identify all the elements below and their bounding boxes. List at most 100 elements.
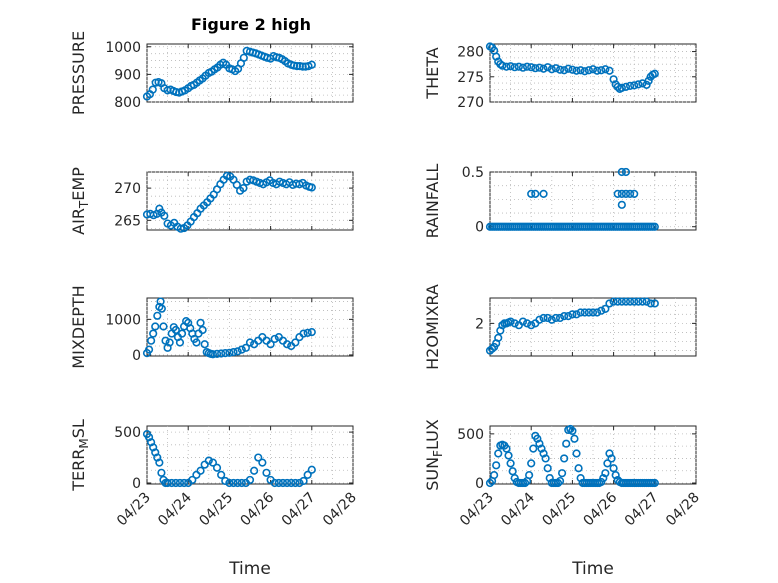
grid-lines (489, 171, 697, 230)
data-point (163, 478, 172, 488)
data-point (555, 313, 565, 323)
y-axis-label: THETA (423, 47, 442, 99)
y-tick-label: 265 (114, 213, 141, 229)
data-point (617, 167, 626, 177)
data-point (609, 297, 618, 306)
y-tick-label: 0 (475, 476, 484, 492)
grid-lines (146, 426, 354, 484)
data-point (522, 62, 532, 71)
data-point (630, 81, 639, 90)
y-axis-label-subscript: F (431, 450, 445, 457)
data-point (232, 180, 241, 189)
data-point (196, 466, 205, 475)
data-point (650, 299, 659, 308)
data-point (621, 82, 631, 91)
y-axis-label-subscript: T (77, 200, 91, 209)
data-point (175, 338, 185, 347)
y-axis-label-part: EMP (69, 167, 88, 201)
data-point (547, 65, 556, 74)
data-point (239, 184, 248, 193)
data-point (221, 476, 230, 486)
data-point (576, 474, 585, 483)
data-point (576, 66, 585, 75)
data-point (535, 315, 544, 324)
subplot-rainfall: 0 0.5 RAINFALL (423, 164, 697, 239)
y-axis-label: PRESSURE (69, 31, 88, 115)
data-point (535, 439, 544, 448)
data-point (568, 65, 577, 74)
data-point (551, 64, 561, 73)
data-point (502, 444, 511, 453)
y-tick-label: 1000 (105, 40, 141, 56)
y-tick-label: 0.5 (462, 165, 484, 181)
data-point (644, 76, 653, 85)
data-point (291, 338, 300, 347)
data-point (175, 478, 185, 488)
data-point (494, 333, 503, 342)
data-point (192, 338, 201, 347)
data-point (274, 478, 283, 488)
data-point (607, 454, 616, 463)
data-point (233, 347, 242, 356)
data-point (151, 322, 160, 331)
figure-title: Figure 2 high (191, 15, 311, 34)
data-point (494, 449, 503, 458)
y-axis-label-part: TERR (69, 449, 88, 492)
data-point (621, 297, 631, 306)
data-point (307, 328, 316, 337)
data-point (539, 313, 548, 323)
data-point (157, 304, 166, 313)
y-tick-label: 0 (475, 220, 484, 236)
data-point (574, 464, 583, 473)
data-point (485, 478, 495, 488)
data-point (179, 478, 189, 488)
data-point (630, 297, 639, 306)
data-point (245, 475, 255, 485)
data-point (225, 478, 234, 488)
data-point (564, 64, 573, 73)
y-tick-label: 275 (457, 70, 484, 86)
data-point (510, 63, 519, 72)
data-point (258, 458, 267, 467)
x-tick-label: 04/25 (196, 490, 236, 530)
data-point (208, 458, 218, 467)
data-point (204, 456, 213, 465)
data-point (149, 329, 158, 338)
data-point (307, 183, 316, 192)
data-point (287, 478, 296, 488)
data-point (282, 478, 292, 488)
data-point (537, 444, 546, 453)
data-point (584, 66, 593, 75)
y-tick-label: 2 (475, 316, 484, 332)
x-tick-label: 04/27 (622, 490, 662, 530)
data-point (176, 224, 185, 233)
data-point (560, 312, 569, 321)
data-point (237, 478, 246, 488)
x-tick-label: 04/28 (663, 490, 703, 530)
series-markers (142, 46, 316, 101)
series-markers (485, 297, 659, 355)
data-point (599, 474, 608, 483)
y-axis-label-subscript: M (77, 438, 91, 448)
data-point (303, 470, 312, 479)
y-axis-label: RAINFALL (423, 164, 442, 239)
data-point (522, 319, 532, 328)
data-point (192, 470, 201, 479)
data-point (490, 471, 499, 480)
data-point (527, 63, 536, 72)
data-point (625, 189, 635, 198)
data-point (630, 189, 639, 198)
data-point (527, 189, 536, 198)
data-point (208, 350, 218, 359)
subplot-terr-msl: 0 500 04/23 04/24 04/25 04/26 04/27 04/28 Time TE… (69, 419, 360, 579)
data-point (504, 451, 513, 460)
data-point (531, 64, 540, 73)
data-point (171, 478, 180, 488)
data-point (527, 321, 536, 330)
data-point (212, 349, 222, 358)
data-point (570, 434, 579, 443)
data-point (506, 62, 515, 71)
subplot-h2omixra: 2 H2OMIXRA (423, 284, 697, 370)
y-tick-label: 270 (114, 181, 141, 197)
data-point (161, 336, 170, 345)
